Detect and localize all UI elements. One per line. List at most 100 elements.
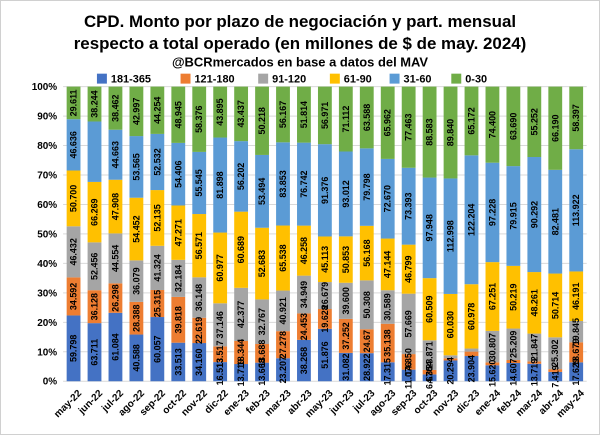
data-label-91-120-may-24: 19.845 xyxy=(571,318,581,345)
bar-segment-181-365-jul-23 xyxy=(359,353,374,382)
data-label-0-30-jun-22: 38.244 xyxy=(90,90,100,117)
bar-segment-0-30-sep-22 xyxy=(150,86,165,134)
bar-segment-121-180-sep-23 xyxy=(401,354,416,370)
bar-segment-181-365-jun-23 xyxy=(338,352,353,382)
data-label-61-90-sep-23: 46.799 xyxy=(404,255,414,282)
legend-swatch-31-60 xyxy=(389,73,400,84)
bar-segment-121-180-dic-22 xyxy=(213,346,228,363)
data-label-91-120-sep-22: 41.324 xyxy=(152,254,162,281)
bar-segment-61-90-abr-24 xyxy=(548,273,563,338)
data-label-61-90-nov-23: 60.030 xyxy=(446,311,456,338)
bar-segment-121-180-feb-24 xyxy=(506,360,521,364)
legend-label-0-30: 0-30 xyxy=(465,74,487,86)
bar-segment-181-365-mar-23 xyxy=(276,358,290,382)
data-label-181-365-abr-23: 38.268 xyxy=(299,347,309,374)
data-label-61-90-feb-23: 52.683 xyxy=(257,250,267,277)
data-label-91-120-mar-24: 21.847 xyxy=(529,334,539,361)
bar-segment-61-90-may-23 xyxy=(317,236,332,283)
bar-segment-121-180-jul-23 xyxy=(359,329,374,354)
bar-segment-121-180-may-22 xyxy=(66,277,81,316)
bar-segment-0-30-sep-23 xyxy=(401,86,416,168)
bar-segment-31-60-ago-22 xyxy=(129,136,144,198)
bar-segment-181-365-ene-23 xyxy=(234,364,249,382)
data-label-0-30-nov-22: 58.376 xyxy=(194,106,204,133)
data-label-91-120-may-23: 26.679 xyxy=(320,282,330,309)
data-label-0-30-sep-22: 44.254 xyxy=(152,97,162,124)
data-label-121-180-oct-23: 4.354 xyxy=(425,361,435,383)
bar-segment-91-120-may-24 xyxy=(569,321,584,343)
chart-subtitle: @BCRmercados en base a datos del MAV xyxy=(172,55,428,70)
data-label-121-180-may-23: 19.628 xyxy=(320,305,330,332)
data-label-61-90-abr-23: 46.258 xyxy=(299,237,309,264)
bar-segment-61-90-may-24 xyxy=(569,271,584,322)
data-label-0-30-ago-23: 65.962 xyxy=(383,109,393,136)
bar-segment-121-180-ene-23 xyxy=(234,341,249,365)
legend-swatch-121-180 xyxy=(180,73,191,84)
bar-segment-181-365-feb-23 xyxy=(255,362,269,382)
data-label-181-365-abr-24: 7.419 xyxy=(550,365,560,387)
bar-segment-0-30-abr-24 xyxy=(548,86,563,170)
data-label-181-365-oct-22: 33.513 xyxy=(173,348,183,375)
data-label-121-180-abr-23: 24.453 xyxy=(299,313,309,340)
legend-label-121-180: 121-180 xyxy=(194,74,234,86)
data-label-181-365-may-24: 17.629 xyxy=(571,358,581,385)
data-label-91-120-dic-22: 37.146 xyxy=(215,311,225,338)
bar-segment-0-30-abr-23 xyxy=(297,86,311,143)
bar-segment-91-120-oct-22 xyxy=(171,259,186,297)
data-label-121-180-may-24: 18.679 xyxy=(571,339,581,366)
data-label-61-90-sep-22: 52.135 xyxy=(152,204,162,231)
data-label-61-90-jul-22: 47.908 xyxy=(110,193,120,220)
data-label-0-30-feb-23: 50.218 xyxy=(257,107,267,134)
data-label-181-365-jun-23: 31.082 xyxy=(341,353,351,380)
bar-segment-0-30-ene-23 xyxy=(234,86,249,142)
y-tick-label: 90% xyxy=(37,112,57,123)
bar-segment-61-90-jun-22 xyxy=(87,181,102,243)
bar-segment-61-90-jul-22 xyxy=(108,179,123,234)
data-label-31-60-dic-22: 81.898 xyxy=(215,171,225,198)
bar-segment-61-90-sep-23 xyxy=(401,244,416,294)
data-label-121-180-jul-22: 26.298 xyxy=(110,284,120,311)
data-label-91-120-abr-24: 25.302 xyxy=(550,340,560,367)
bar-segment-181-365-ago-22 xyxy=(129,334,144,382)
bar-segment-61-90-jul-23 xyxy=(359,225,374,281)
data-label-31-60-feb-23: 53.494 xyxy=(257,178,267,205)
data-label-61-90-ene-23: 60.689 xyxy=(236,236,246,263)
data-label-31-60-ene-24: 97.228 xyxy=(487,199,497,226)
bar-segment-31-60-mar-24 xyxy=(527,157,542,273)
bar-segment-91-120-nov-22 xyxy=(192,277,207,318)
data-label-91-120-sep-23: 57.669 xyxy=(404,310,414,337)
data-label-91-120-jun-23: 39.600 xyxy=(341,287,351,314)
bar-segment-61-90-feb-24 xyxy=(506,265,521,329)
data-label-0-30-may-23: 56.971 xyxy=(320,102,330,129)
data-label-61-90-may-24: 46.191 xyxy=(571,283,581,310)
data-label-31-60-may-24: 113.922 xyxy=(571,194,581,226)
bar-segment-121-180-oct-23 xyxy=(422,369,437,375)
data-label-91-120-feb-24: 25.209 xyxy=(508,331,518,358)
data-label-91-120-may-22: 46.432 xyxy=(69,238,79,265)
data-label-91-120-abr-23: 34.949 xyxy=(299,281,309,308)
data-label-121-180-sep-23: 14.850 xyxy=(404,348,414,375)
data-label-181-365-may-22: 59.798 xyxy=(69,335,79,362)
data-label-31-60-nov-22: 55.545 xyxy=(194,169,204,196)
bar-segment-121-180-jun-23 xyxy=(338,318,353,353)
bar-segment-181-365-jul-22 xyxy=(108,312,123,382)
bar-segment-31-60-dic-23 xyxy=(464,155,479,285)
bar-segment-0-30-nov-22 xyxy=(192,86,207,152)
legend-swatch-61-90 xyxy=(329,73,340,84)
data-label-61-90-dic-23: 60.978 xyxy=(466,303,476,330)
bar-segment-121-180-ene-24 xyxy=(485,362,500,366)
data-label-61-90-feb-24: 50.219 xyxy=(508,284,518,311)
chart-bars xyxy=(66,86,584,382)
bar-segment-181-365-oct-23 xyxy=(422,374,437,382)
bar-segment-91-120-ago-23 xyxy=(380,290,395,324)
bar-segment-121-180-abr-23 xyxy=(297,313,311,340)
bar-segment-91-120-jun-22 xyxy=(87,242,102,291)
data-label-0-30-may-24: 58.397 xyxy=(571,104,581,131)
bar-segment-181-365-feb-24 xyxy=(506,363,521,382)
y-axis: 0% 10% 20% 30% 40% 50% 60% 70% 80% 90% 100% xyxy=(32,82,58,388)
legend-label-31-60: 31-60 xyxy=(404,74,432,86)
data-label-121-180-jul-23: 24.67 xyxy=(362,330,372,352)
bar-segment-91-120-sep-23 xyxy=(401,293,416,355)
bar-segment-0-30-jul-23 xyxy=(359,86,374,149)
data-label-181-365-jul-23: 28.922 xyxy=(362,354,372,381)
